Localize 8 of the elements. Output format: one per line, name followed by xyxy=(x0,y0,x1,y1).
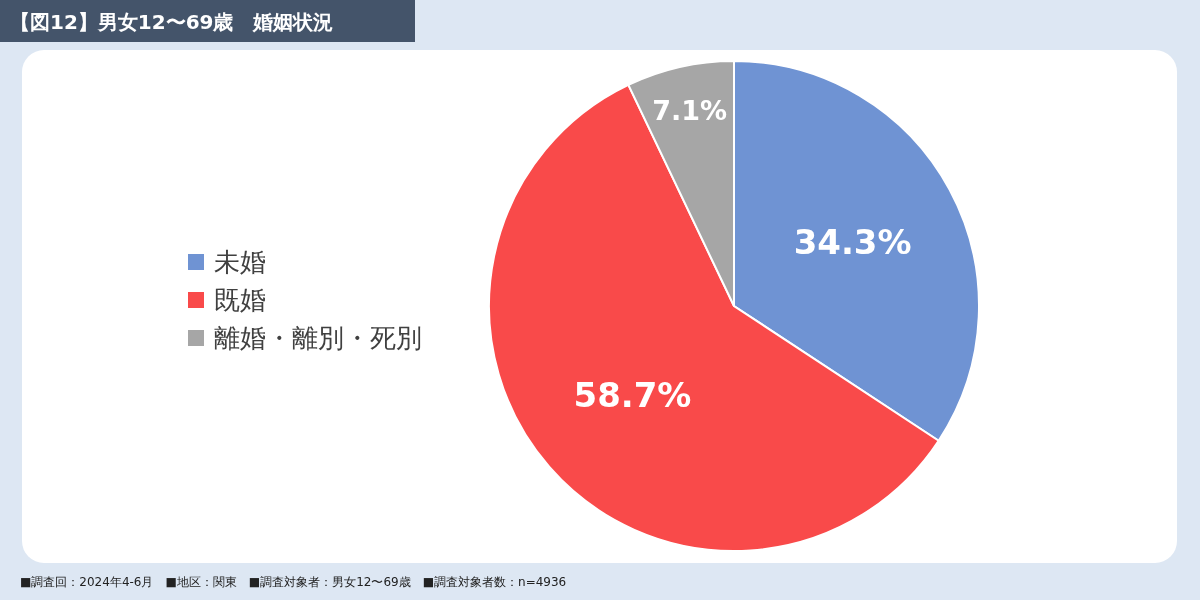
legend-label: 未婚 xyxy=(214,247,266,277)
legend-label: 離婚・離別・死別 xyxy=(214,323,422,353)
text: ■調査回：2024年4-6月 ■地区：関東 ■調査対象者：男女12〜69歳 ■調査対象者数：n=4936 xyxy=(20,575,567,589)
data-label: 58.7% xyxy=(573,374,692,415)
data-label: 34.3% xyxy=(793,222,912,263)
legend-label: 既婚 xyxy=(214,285,266,315)
chart-title: 【図12】男女12〜69歳 婚姻状況 xyxy=(10,10,334,34)
data-label: 7.1% xyxy=(652,94,728,126)
